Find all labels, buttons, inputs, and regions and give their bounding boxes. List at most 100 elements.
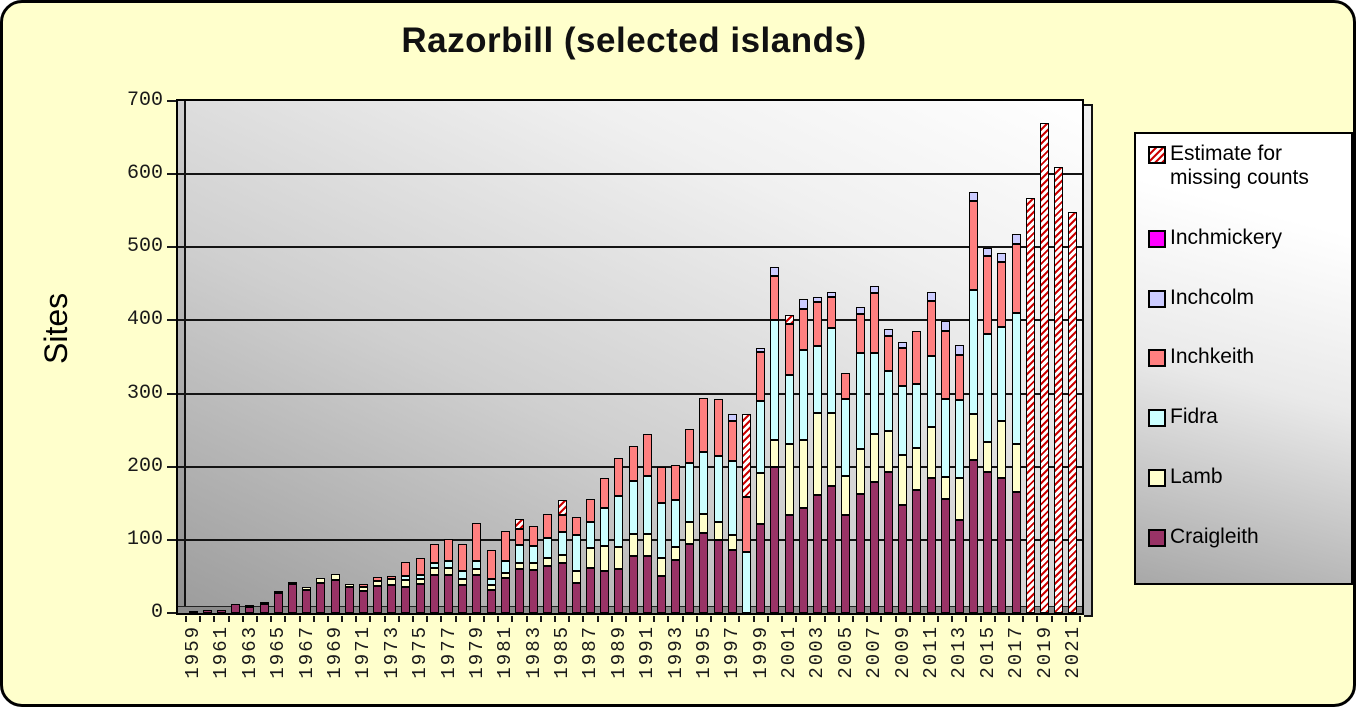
bar-2000 xyxy=(770,267,780,613)
y-tick-label-100: 100 xyxy=(126,527,163,551)
bar-segment-fidra xyxy=(898,385,908,456)
bar-segment-lamb xyxy=(784,444,794,515)
x-tick-mark xyxy=(809,616,812,622)
bar-1981 xyxy=(500,531,510,613)
bar-segment-craigleith xyxy=(983,471,993,613)
bar-segment-fidra xyxy=(756,400,766,473)
legend-label-inchmickery: Inchmickery xyxy=(1170,225,1283,249)
bar-segment-craigleith xyxy=(883,471,893,613)
x-tick-mark xyxy=(185,616,187,622)
bar-segment-fidra xyxy=(742,551,752,613)
bar-segment-craigleith xyxy=(415,584,425,613)
bar-segment-inchkeith xyxy=(841,373,851,400)
x-tick-mark xyxy=(681,616,684,622)
bar-segment-lamb xyxy=(642,534,652,556)
x-tick-mark xyxy=(624,616,627,622)
x-tick-label-2005: 2005 xyxy=(834,625,857,679)
bar-segment-inchcolm xyxy=(798,298,808,309)
x-tick-mark xyxy=(965,616,968,622)
plot-right-wall xyxy=(1084,104,1093,617)
bar-segment-lamb xyxy=(713,521,723,540)
x-tick-mark xyxy=(752,616,755,622)
x-tick-mark xyxy=(539,616,542,622)
bar-2005 xyxy=(841,373,851,613)
bar-segment-lamb xyxy=(883,430,893,472)
bar-segment-craigleith xyxy=(287,584,297,613)
y-tick-mark xyxy=(167,173,176,176)
x-tick-mark xyxy=(1022,616,1025,622)
x-tick-mark xyxy=(440,616,443,622)
bar-segment-lamb xyxy=(500,572,510,578)
x-tick-mark xyxy=(894,616,897,622)
bar-segment-craigleith xyxy=(898,504,908,613)
bar-segment-craigleith xyxy=(543,566,553,613)
x-tick-label-1971: 1971 xyxy=(352,625,375,679)
bar-segment-fidra xyxy=(472,561,482,570)
bar-segment-lamb xyxy=(869,433,879,483)
bar-1962 xyxy=(231,603,241,613)
bar-segment-lamb xyxy=(628,534,638,556)
bar-segment-craigleith xyxy=(969,460,979,613)
bar-segment-fidra xyxy=(458,571,468,579)
x-tick-label-2003: 2003 xyxy=(806,625,829,679)
legend-item-inchmickery: Inchmickery xyxy=(1148,226,1347,250)
bar-segment-craigleith xyxy=(656,576,666,613)
x-tick-mark xyxy=(568,616,571,622)
bar-2020 xyxy=(1054,166,1064,613)
y-axis-title: Sites xyxy=(38,292,74,364)
bar-segment-lamb xyxy=(812,412,822,496)
bar-2003 xyxy=(812,297,822,613)
bar-segment-lamb xyxy=(926,427,936,479)
x-tick-label-1981: 1981 xyxy=(494,625,517,679)
bar-segment-lamb xyxy=(302,587,312,590)
bar-1976 xyxy=(429,544,439,613)
bar-1990 xyxy=(628,446,638,613)
y-tick-mark xyxy=(167,246,176,249)
bar-segment-inchkeith xyxy=(656,466,666,504)
bar-segment-lamb xyxy=(770,440,780,468)
bar-segment-fidra xyxy=(514,545,524,563)
x-tick-mark xyxy=(1036,616,1039,622)
x-tick-mark xyxy=(227,616,230,622)
bar-segment-inchcolm xyxy=(926,291,936,302)
bar-segment-lamb xyxy=(983,441,993,472)
bar-1980 xyxy=(486,550,496,613)
bar-segment-fidra xyxy=(1011,313,1021,445)
bar-segment-craigleith xyxy=(529,569,539,613)
x-tick-mark xyxy=(596,616,599,622)
legend-label-craigleith: Craigleith xyxy=(1170,524,1259,548)
bar-segment-craigleith xyxy=(756,523,766,613)
x-tick-label-1963: 1963 xyxy=(238,625,261,679)
bar-2004 xyxy=(827,291,837,613)
bar-segment-inchkeith xyxy=(827,297,837,328)
x-tick-mark xyxy=(1008,616,1011,622)
bar-segment-inchkeith xyxy=(600,477,610,509)
bar-segment-inchkeith xyxy=(784,324,794,375)
bar-segment-inchcolm xyxy=(940,321,950,332)
bar-1973 xyxy=(387,575,397,613)
bar-segment-craigleith xyxy=(642,555,652,613)
bar-1977 xyxy=(444,539,454,613)
bar-segment-inchcolm xyxy=(1011,234,1021,244)
bar-segment-lamb xyxy=(600,545,610,571)
bar-segment-craigleith xyxy=(585,567,595,613)
bar-segment-craigleith xyxy=(685,543,695,613)
x-tick-mark xyxy=(213,616,216,622)
x-tick-label-2021: 2021 xyxy=(1061,625,1084,679)
bar-segment-craigleith xyxy=(259,603,269,613)
bar-1974 xyxy=(401,561,411,613)
bar-2011 xyxy=(926,291,936,613)
x-tick-mark xyxy=(241,616,244,622)
gridline-400 xyxy=(178,319,1082,322)
bar-1975 xyxy=(415,558,425,613)
bar-segment-craigleith xyxy=(713,539,723,613)
bar-segment-inchcolm xyxy=(855,306,865,314)
bar-segment-lamb xyxy=(997,420,1007,479)
x-tick-mark xyxy=(582,616,585,622)
gridline-600 xyxy=(178,173,1082,176)
x-tick-mark xyxy=(511,616,514,622)
bar-1984 xyxy=(543,513,553,613)
bar-segment-lamb xyxy=(954,478,964,521)
bar-segment-inchkeith xyxy=(713,399,723,456)
bar-segment-craigleith xyxy=(273,592,283,613)
